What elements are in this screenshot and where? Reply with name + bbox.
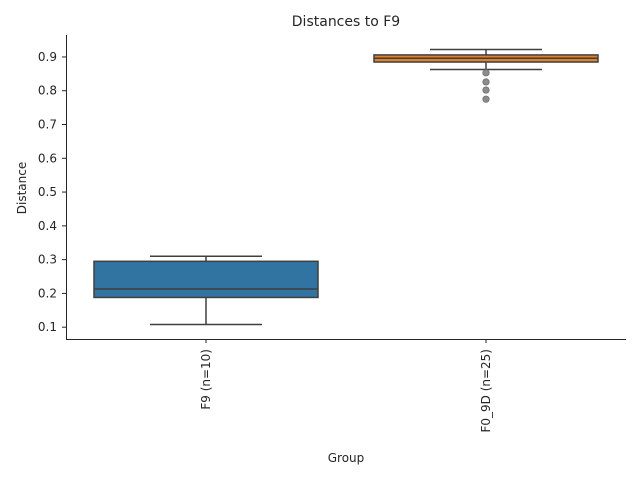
y-tick-label: 0.1: [38, 320, 57, 334]
chart-title: Distances to F9: [292, 14, 400, 30]
box-iqr: [93, 260, 319, 299]
outlier-point: [482, 86, 490, 94]
y-tick-label: 0.5: [38, 185, 57, 199]
y-tick-label: 0.4: [38, 219, 57, 233]
x-tick-label: F0_9D (n=25): [479, 349, 493, 433]
outlier-point: [482, 78, 490, 86]
y-axis-label: Distance: [15, 162, 29, 214]
outlier-point: [482, 95, 490, 103]
y-tick-label: 0.6: [38, 151, 57, 165]
x-tick-label: F9 (n=10): [199, 349, 213, 410]
y-tick-label: 0.9: [38, 50, 57, 64]
y-tick-label: 0.3: [38, 253, 57, 267]
y-tick-label: 0.8: [38, 84, 57, 98]
y-tick-label: 0.2: [38, 286, 57, 300]
x-axis-label: Group: [328, 451, 365, 465]
outlier-point: [482, 69, 490, 77]
plot-area: 0.1 0.2 0.3 0.4 0.5 0.6 0.7 0.8 0.9 F9 (n=10) F0_9…: [38, 48, 599, 433]
y-tick-label: 0.7: [38, 118, 57, 132]
